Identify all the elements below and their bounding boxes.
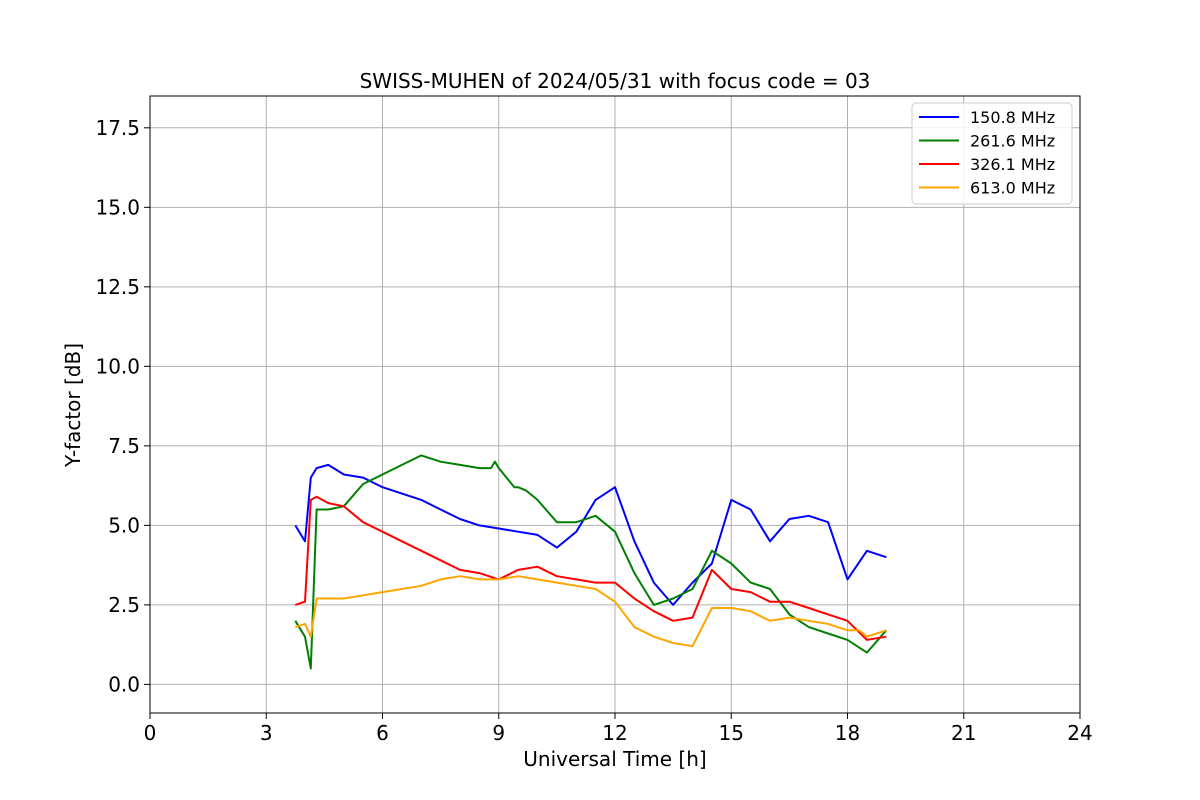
y-axis: 0.0 2.5 5.0 7.5 10.0 12.5 15.0 17.5 xyxy=(95,116,150,696)
series-layer xyxy=(294,454,888,670)
y-tick-label: 15.0 xyxy=(95,195,140,219)
legend-label: 326.1 MHz xyxy=(970,155,1055,174)
x-axis: 0 3 6 9 12 15 18 21 24 xyxy=(144,713,1093,745)
legend-label: 261.6 MHz xyxy=(970,132,1055,151)
series-line-2 xyxy=(294,454,888,670)
x-tick-label: 6 xyxy=(376,721,389,745)
y-tick-label: 0.0 xyxy=(108,672,140,696)
x-tick-label: 12 xyxy=(602,721,627,745)
series-line-1 xyxy=(294,463,887,606)
x-tick-label: 21 xyxy=(951,721,976,745)
legend-box xyxy=(911,102,1073,205)
y-tick-label: 7.5 xyxy=(108,434,140,458)
series-line-4 xyxy=(294,575,887,648)
chart-title: SWISS-MUHEN of 2024/05/31 with focus cod… xyxy=(360,69,871,93)
x-tick-label: 0 xyxy=(144,721,157,745)
x-tick-label: 15 xyxy=(719,721,744,745)
x-tick-label: 18 xyxy=(835,721,860,745)
legend-label: 150.8 MHz xyxy=(970,108,1055,127)
y-tick-label: 2.5 xyxy=(108,593,140,617)
x-tick-label: 3 xyxy=(260,721,273,745)
legend-label: 613.0 MHz xyxy=(970,179,1055,198)
series-line-3 xyxy=(294,495,887,641)
y-tick-label: 5.0 xyxy=(108,513,140,537)
y-tick-label: 12.5 xyxy=(95,275,140,299)
x-tick-label: 9 xyxy=(492,721,505,745)
legend: 150.8 MHz 261.6 MHz 326.1 MHz 613.0 MHz xyxy=(911,102,1073,205)
x-tick-label: 24 xyxy=(1067,721,1092,745)
y-axis-label: Y-factor [dB] xyxy=(61,343,85,468)
y-tick-label: 17.5 xyxy=(95,116,140,140)
x-axis-label: Universal Time [h] xyxy=(523,747,706,771)
y-tick-label: 10.0 xyxy=(95,354,140,378)
